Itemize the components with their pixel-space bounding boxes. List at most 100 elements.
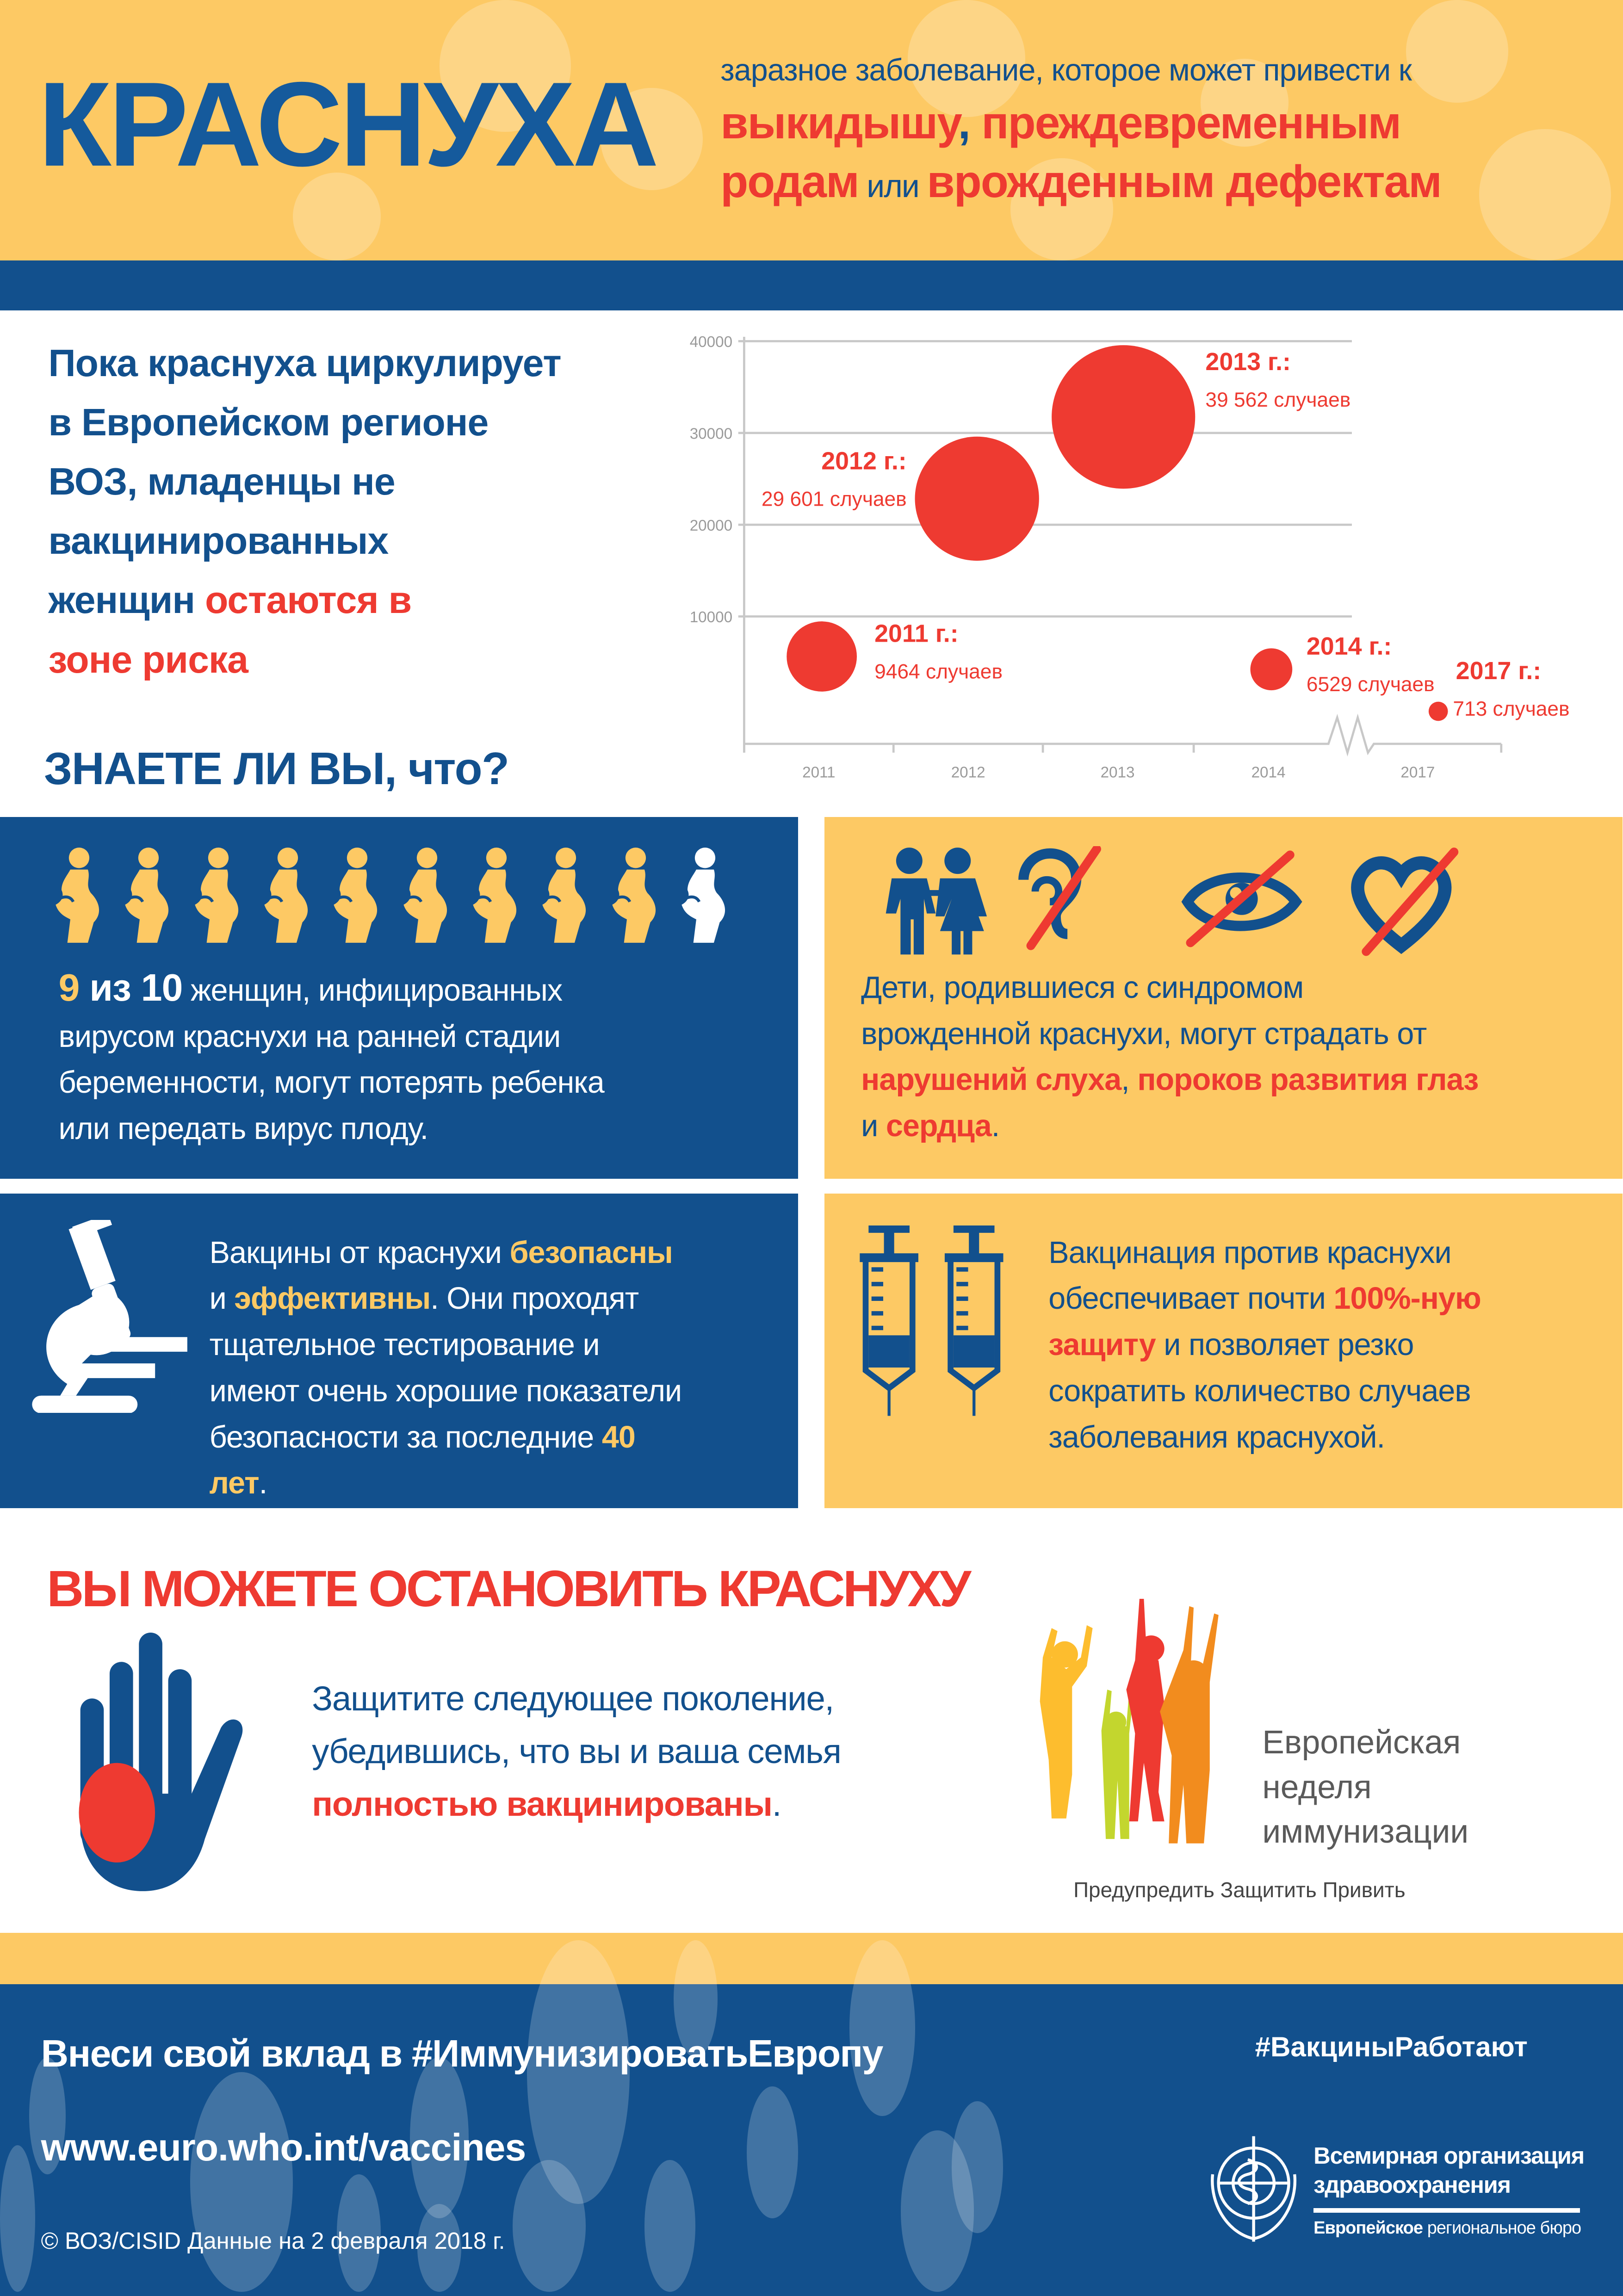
ewi-slogan: Предупредить Защитить Привить [1073,1877,1406,1902]
who-region-europe: Европейское [1313,2218,1423,2238]
children-text: Дети, родившиеся с синдромом врожденной … [861,965,1479,1150]
congenital-icons [886,846,1459,956]
intro-line: ВОЗ, младенцы не [48,461,395,503]
vaccination-text: Вакцинация против краснухи обеспечивает … [1048,1230,1481,1461]
women-text: 9 из 10 женщин, инфицированных вирусом к… [58,965,605,1152]
women-count: 9 [58,966,80,1009]
period: . [991,1108,1000,1143]
ear-crossed-icon [1018,846,1102,951]
decor-circle [336,2174,381,2292]
x-tick-label: 2014 [1251,764,1286,781]
protect-line-1: Защитите следующее поколение, [312,1679,834,1718]
panel-congenital-rubella: Дети, родившиеся с синдромом врожденной … [824,817,1623,1179]
decor-circle [673,1940,718,2058]
children-line-2: врожденной краснухи, могут страдать от [861,1016,1427,1051]
forty: 40 [601,1420,636,1454]
x-tick-label: 2017 [1400,764,1435,781]
immunization-week-logo [1040,1599,1219,1844]
footer: Внеси свой вклад в #ИммунизироватьЕвропу… [0,1940,1623,2296]
who-divider [1313,2208,1580,2213]
heart: сердца [886,1108,992,1143]
cases-label: 29 601 случаев [762,488,907,511]
eye-defects: пороков развития глаз [1137,1063,1479,1097]
safety-text: Вакцины от краснухи безопасны и эффектив… [210,1230,682,1507]
year-label: 2011 г.: [874,619,959,647]
ewi-line-3: иммунизации [1262,1813,1469,1850]
vaccination-line-5: заболевания краснухой. [1048,1420,1385,1454]
pregnant-woman-icon [681,848,725,943]
x-tick-label: 2011 [802,764,835,781]
who-line-2: здравоохранения [1313,2171,1511,2198]
x-tick-label: 2012 [951,764,985,781]
who-line-1: Всемирная организация [1313,2142,1585,2169]
header-miscarriage: выкидышу [720,97,959,148]
decor-circle [644,2160,696,2292]
year-label: 2014 г.: [1307,632,1392,660]
safety-line-5: безопасности за последние 40 [210,1415,682,1461]
panel-vaccine-safety: Вакцины от краснухи безопасны и эффектив… [0,1193,799,1509]
and: и [209,1281,235,1316]
who-emblem-icon [1210,2136,1296,2242]
effective: эффективны [234,1281,431,1316]
period: . [259,1466,267,1501]
panel-vaccination-protection: Вакцинация против краснухи обеспечивает … [824,1193,1623,1509]
x-axis-with-break [744,713,1501,757]
header-subtitle: заразное заболевание, которое может прив… [720,53,1412,87]
intro-risk-zone: зоне риска [48,638,248,681]
header-premature: преждевременным [981,97,1401,148]
protect-line-3: полностью вакцинированы. [312,1778,841,1831]
hand-icon [79,1633,243,1892]
cases-label: 9464 случаев [874,661,1003,683]
pregnant-woman-icon [264,848,308,943]
women-line-2: вирусом краснухи на ранней стадии [58,1019,561,1054]
tested: . Они проходят [430,1281,639,1316]
footer-url-link[interactable]: www.euro.who.int/vaccines [41,2126,527,2169]
decor-circle [417,2203,462,2292]
footer-copyright: © ВОЗ/CISID Данные на 2 февраля 2018 г. [41,2228,505,2254]
year-label: 2013 г.: [1205,348,1291,376]
decor-circle [747,2086,799,2219]
decor-circle [190,2072,293,2292]
intro-line: в Европейском регионе [48,401,489,444]
panel-pregnant-women: 9 из 10 женщин, инфицированных вирусом к… [0,817,799,1179]
decor-circle [410,2057,469,2219]
safety-line-6: лет. [210,1461,682,1507]
safe: безопасны [509,1235,673,1270]
intro-text: Пока краснуха циркулирует в Европейском … [48,334,561,690]
decor-circle [1201,58,1289,147]
cases-label: 713 случаев [1453,698,1569,720]
microscope-icon [32,1219,188,1413]
provides: обеспечивает почти [1048,1281,1334,1316]
hundred-percent: 100%-ную [1333,1281,1481,1316]
footer-hashtag[interactable]: #ВакциныРаботают [1255,2031,1528,2063]
syringe-icon [859,1225,1018,1416]
protect-line-2: убедившись, что вы и ваша семья [312,1732,842,1770]
last: безопасности за последние [209,1420,602,1454]
and: и [861,1108,886,1143]
safety-line-2: и эффективны. Они проходят [210,1276,682,1322]
allows: и позволяет резко [1155,1328,1414,1362]
header-defects: врожденным дефектам [927,155,1442,207]
decor-circle [0,2145,35,2292]
children-line-4: и сердца. [861,1103,1478,1150]
heart-crossed-icon [1351,848,1459,956]
decor-circle [527,1940,630,2204]
decor-circle [849,1940,916,2116]
years: лет [209,1466,260,1501]
pregnant-woman-icon [542,848,586,943]
intro-line: женщин остаются в [48,571,561,630]
y-tick-label: 40000 [690,334,732,351]
period: . [772,1784,782,1823]
cases-label: 6529 случаев [1307,673,1435,696]
header-birth: родам [720,155,859,207]
bubble-2014 [1250,648,1293,691]
divider-bar [0,260,1623,310]
bubble-2012 [915,436,1039,561]
decor-circle [512,2160,586,2292]
decor-circle [1010,158,1113,261]
decor-circle [900,2130,974,2292]
header-banner: КРАСНУХА заразное заболевание, которое м… [0,0,1623,261]
vaccination-line-3: защиту и позволяет резко [1048,1322,1481,1368]
did-you-know-title: ЗНАЕТЕ ЛИ ВЫ, что? [43,743,509,794]
